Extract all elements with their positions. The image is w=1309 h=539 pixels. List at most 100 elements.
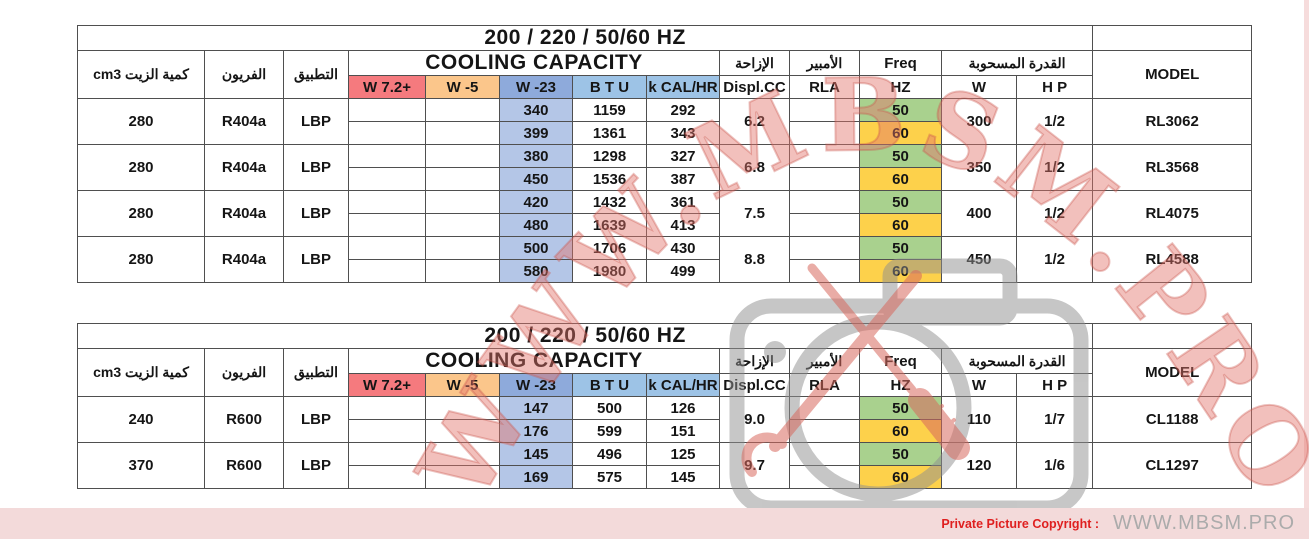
cell-rla	[789, 144, 860, 168]
cell-empty	[348, 167, 426, 191]
cell-rla	[789, 442, 860, 466]
copyright-bar: Private Picture Copyright : WWW.MBSM.PRO	[0, 508, 1309, 539]
spec-table-r404a: 200 / 220 / 50/60 HZ كمية الزيت cm3 الفر…	[76, 25, 1253, 283]
cell-freon: R404a	[204, 144, 284, 191]
cell-empty	[348, 121, 426, 145]
cell-model: RL3062	[1092, 98, 1253, 145]
cell-hp: 1/2	[1015, 236, 1094, 283]
cell-rla	[789, 259, 860, 283]
cell-hp: 1/2	[1015, 144, 1094, 191]
header-displacement-ar: الإزاحة	[719, 50, 790, 76]
cell-empty	[425, 442, 500, 466]
cell-btu: 575	[572, 465, 647, 489]
cell-oil: 280	[77, 190, 205, 237]
cell-w23: 340	[499, 98, 573, 122]
cell-watt: 120	[941, 442, 1017, 489]
cell-freon: R600	[204, 396, 284, 443]
header-w-5: W -5	[425, 75, 500, 99]
header-power-drawn-ar: القدرة المسحوبة	[940, 50, 1094, 76]
table-title: 200 / 220 / 50/60 HZ	[76, 25, 1094, 51]
cell-watt: 300	[941, 98, 1017, 145]
cell-rla	[789, 190, 860, 214]
cell-empty	[425, 419, 500, 443]
cell-application: LBP	[283, 396, 349, 443]
cell-kcal: 125	[646, 442, 720, 466]
cell-w23: 169	[499, 465, 573, 489]
header-kcal: k CAL/HR	[646, 75, 720, 99]
cell-hp: 1/2	[1015, 190, 1094, 237]
cell-hz-60: 60	[859, 121, 942, 145]
header-freon: الفريون	[204, 348, 284, 397]
cell-empty	[425, 144, 500, 168]
cell-btu: 1706	[572, 236, 647, 260]
cell-hz-60: 60	[859, 213, 942, 237]
cell-kcal: 499	[646, 259, 720, 283]
cell-empty	[348, 190, 426, 214]
cell-hz-50: 50	[859, 190, 942, 214]
page-edge-strip	[1304, 0, 1309, 539]
cell-empty	[425, 167, 500, 191]
cell-rla	[789, 465, 860, 489]
cell-rla	[789, 396, 860, 420]
header-oil-quantity: كمية الزيت cm3	[77, 348, 205, 397]
header-ampere-ar: الأمبير	[789, 348, 860, 374]
cell-hp: 1/7	[1015, 396, 1094, 443]
header-hp: H P	[1015, 373, 1094, 397]
cell-kcal: 145	[646, 465, 720, 489]
cell-empty	[425, 259, 500, 283]
cell-btu: 1432	[572, 190, 647, 214]
cell-oil: 280	[77, 236, 205, 283]
cell-freon: R404a	[204, 190, 284, 237]
header-kcal: k CAL/HR	[646, 373, 720, 397]
cell-application: LBP	[283, 144, 349, 191]
spec-table-r600: 200 / 220 / 50/60 HZ كمية الزيت cm3 الفر…	[76, 323, 1253, 489]
cell-empty	[425, 121, 500, 145]
cell-w23: 176	[499, 419, 573, 443]
copyright-site: WWW.MBSM.PRO	[1113, 512, 1295, 534]
header-oil-quantity: كمية الزيت cm3	[77, 50, 205, 99]
cell-hz-50: 50	[859, 396, 942, 420]
cell-btu: 1159	[572, 98, 647, 122]
header-model: MODEL	[1092, 50, 1253, 99]
cell-kcal: 151	[646, 419, 720, 443]
cell-kcal: 343	[646, 121, 720, 145]
header-w72: W 7.2+	[348, 75, 426, 99]
cell-btu: 496	[572, 442, 647, 466]
cell-hz-50: 50	[859, 236, 942, 260]
cell-btu: 1361	[572, 121, 647, 145]
cell-kcal: 126	[646, 396, 720, 420]
cell-hz-50: 50	[859, 144, 942, 168]
cell-hz-50: 50	[859, 98, 942, 122]
cell-empty	[348, 213, 426, 237]
cell-hz-60: 60	[859, 167, 942, 191]
header-displ-cc: Displ.CC	[719, 373, 790, 397]
header-cooling-capacity: COOLING CAPACITY	[348, 50, 720, 76]
cell-empty	[425, 190, 500, 214]
cell-watt: 450	[941, 236, 1017, 283]
header-w-23: W -23	[499, 75, 573, 99]
header-btu: B T U	[572, 373, 647, 397]
cell-rla	[789, 419, 860, 443]
cell-empty	[425, 236, 500, 260]
header-rla: RLA	[789, 373, 860, 397]
cell-kcal: 413	[646, 213, 720, 237]
cell-application: LBP	[283, 442, 349, 489]
cell-empty	[1092, 323, 1253, 349]
cell-freon: R404a	[204, 98, 284, 145]
cell-kcal: 387	[646, 167, 720, 191]
cell-hp: 1/2	[1015, 98, 1094, 145]
cell-empty	[1092, 25, 1253, 51]
header-freq: Freq	[859, 348, 942, 374]
header-freq: Freq	[859, 50, 942, 76]
header-w-5: W -5	[425, 373, 500, 397]
cell-w23: 580	[499, 259, 573, 283]
cell-hz-60: 60	[859, 419, 942, 443]
cell-hz-60: 60	[859, 259, 942, 283]
cell-model: RL3568	[1092, 144, 1253, 191]
cell-w23: 145	[499, 442, 573, 466]
header-cooling-capacity: COOLING CAPACITY	[348, 348, 720, 374]
cell-kcal: 292	[646, 98, 720, 122]
header-application: التطبيق	[283, 348, 349, 397]
header-application: التطبيق	[283, 50, 349, 99]
